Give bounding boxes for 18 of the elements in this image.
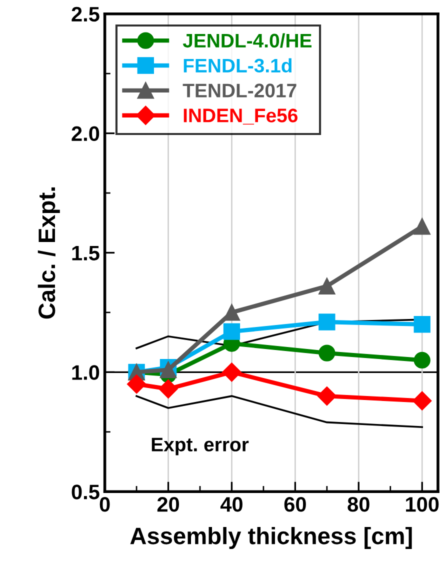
y-tick-label: 2.5 [72,6,100,22]
legend-label: INDEN_Fe56 [184,108,298,125]
x-tick-label: 80 [348,497,370,512]
y-tick-label: 1.5 [72,246,100,260]
x-tick-label: 0 [100,497,110,512]
x-tick-label: 40 [220,497,242,512]
legend-label: JENDL-4.0/HE [182,33,312,48]
x-tick-label: 20 [157,497,180,512]
y-axis-title: Calc. / Expt. [38,187,60,319]
y-tick-label: 2.0 [72,126,100,142]
x-axis-title: Assembly thickness [cm] [130,526,412,550]
y-tick-label: 1.0 [72,365,100,380]
legend-label: TENDL-2017 [182,84,296,98]
x-tick-label: 100 [406,497,439,512]
annotation: Expt. error [152,438,249,456]
y-tick-label: 0.5 [72,484,100,500]
legend-label: FENDL-3.1d [184,58,292,73]
x-tick-label: 60 [284,497,306,512]
